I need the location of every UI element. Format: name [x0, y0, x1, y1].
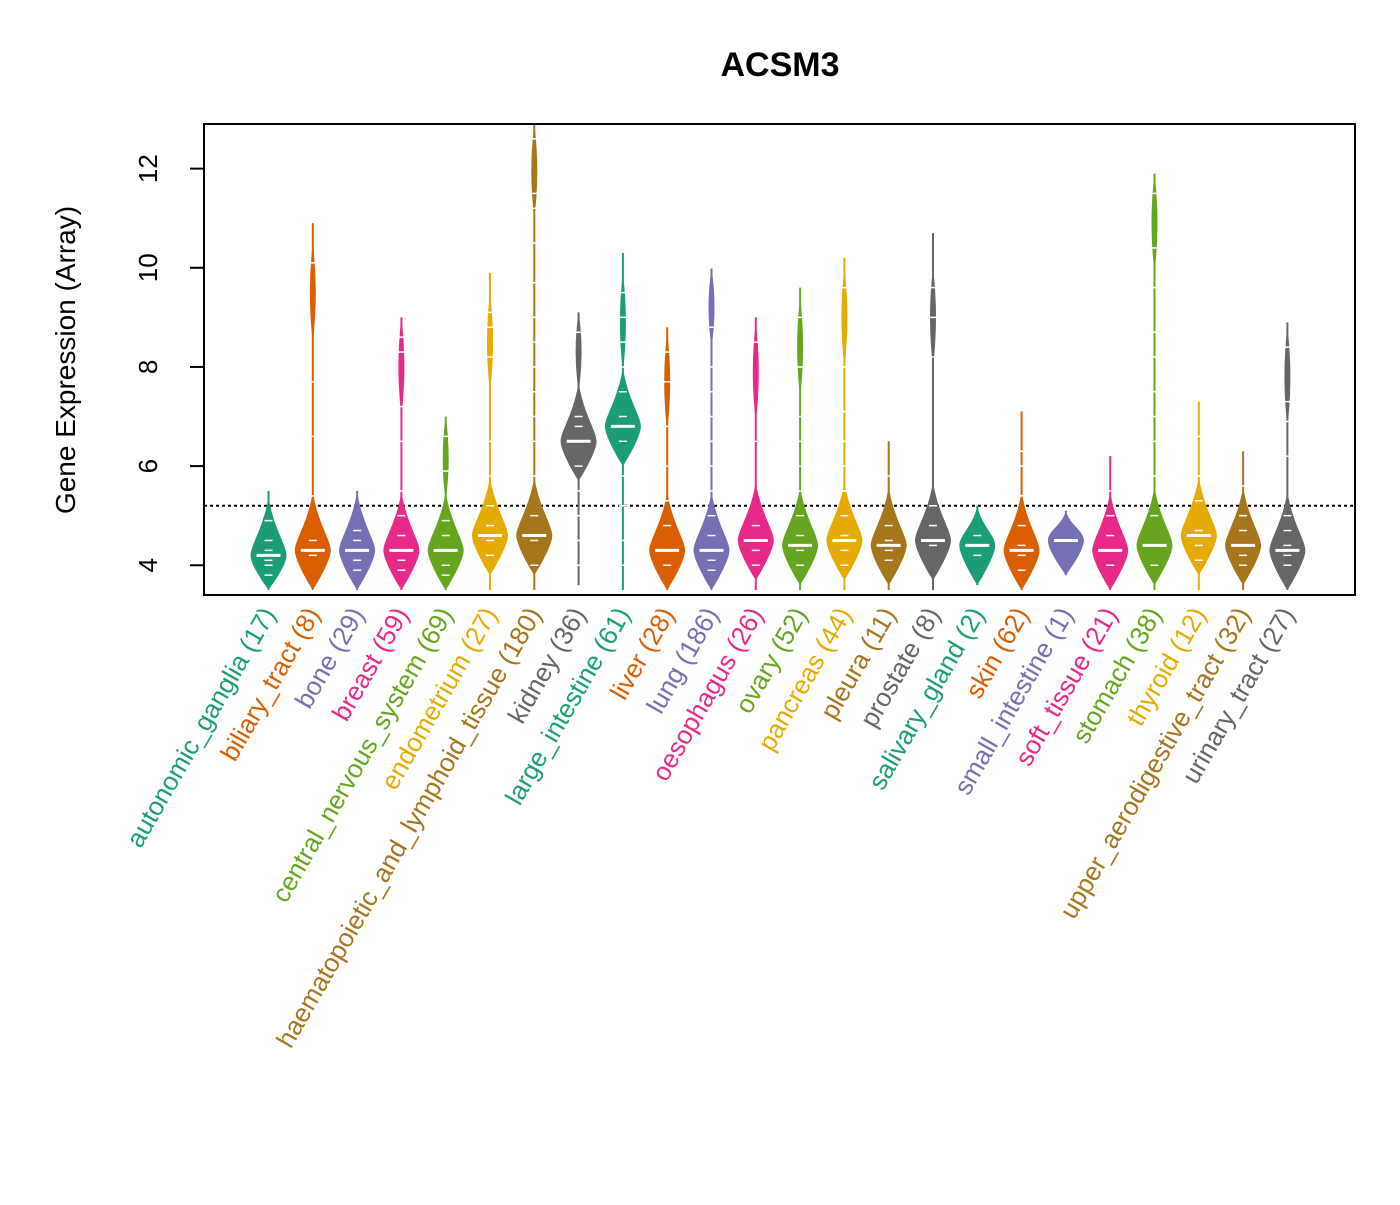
violin-body — [826, 480, 863, 581]
violin-body — [427, 490, 464, 591]
violin — [1092, 456, 1129, 591]
violin-body — [1225, 485, 1262, 586]
y-axis: 4 6 8 10 12 — [133, 154, 205, 572]
violin — [826, 257, 863, 591]
violin-upper-body — [487, 292, 493, 392]
violin-upper-body — [619, 272, 626, 372]
violin — [383, 317, 420, 591]
violin — [1047, 510, 1084, 576]
violin — [782, 287, 819, 591]
violin — [1003, 411, 1040, 591]
violin — [516, 124, 553, 591]
violin-upper-body — [531, 124, 538, 219]
violin-upper-body — [841, 267, 848, 367]
violin-upper-body — [708, 267, 715, 348]
violin-upper-body — [309, 242, 316, 343]
violin — [1180, 401, 1217, 591]
y-tick-label: 12 — [133, 154, 163, 183]
violin-upper-body — [575, 312, 582, 392]
violin — [870, 441, 907, 591]
violin-body — [649, 490, 686, 591]
violin-upper-body — [398, 317, 405, 417]
violin-upper-body — [797, 297, 804, 397]
y-tick-label: 6 — [133, 459, 163, 473]
violin — [250, 490, 287, 591]
violin-body — [915, 480, 951, 581]
violin — [1136, 173, 1173, 591]
violin — [649, 327, 686, 591]
violin-body — [1136, 485, 1173, 586]
violin — [294, 223, 331, 591]
y-tick-label: 4 — [133, 558, 163, 572]
violin-upper-body — [752, 322, 759, 422]
violin-body — [383, 490, 420, 591]
y-axis-label: Gene Expression (Array) — [50, 206, 81, 514]
violin — [1225, 451, 1262, 591]
violin — [1269, 322, 1306, 591]
chart-title: ACSM3 — [720, 46, 839, 84]
category-labels: autonomic_ganglia (17)biliary_tract (8)b… — [120, 602, 1301, 1053]
violin-body — [250, 495, 287, 591]
y-tick-label: 10 — [133, 253, 163, 282]
violin-body — [1269, 490, 1306, 591]
violin — [472, 272, 508, 591]
violin-body — [1180, 476, 1217, 576]
violin — [427, 416, 464, 591]
violin-body — [737, 480, 774, 581]
violin-body — [516, 476, 553, 576]
violin-body — [1092, 490, 1129, 591]
y-tick-label: 8 — [133, 360, 163, 374]
violin — [737, 317, 774, 591]
violin — [339, 490, 376, 591]
violin-body — [1003, 490, 1040, 591]
violin — [693, 267, 730, 591]
violin-body — [560, 381, 597, 481]
violin-upper-body — [1284, 327, 1291, 427]
violin-upper-body — [442, 416, 449, 501]
violin-body — [693, 490, 730, 591]
violin — [560, 312, 597, 586]
violin-body — [870, 485, 907, 586]
plot-frame — [203, 123, 1356, 596]
violin-body — [1047, 510, 1084, 576]
plot-area — [204, 124, 1355, 591]
violin-upper-body — [1151, 173, 1158, 273]
violin — [959, 505, 996, 586]
violin — [604, 252, 641, 591]
violin — [915, 233, 951, 591]
